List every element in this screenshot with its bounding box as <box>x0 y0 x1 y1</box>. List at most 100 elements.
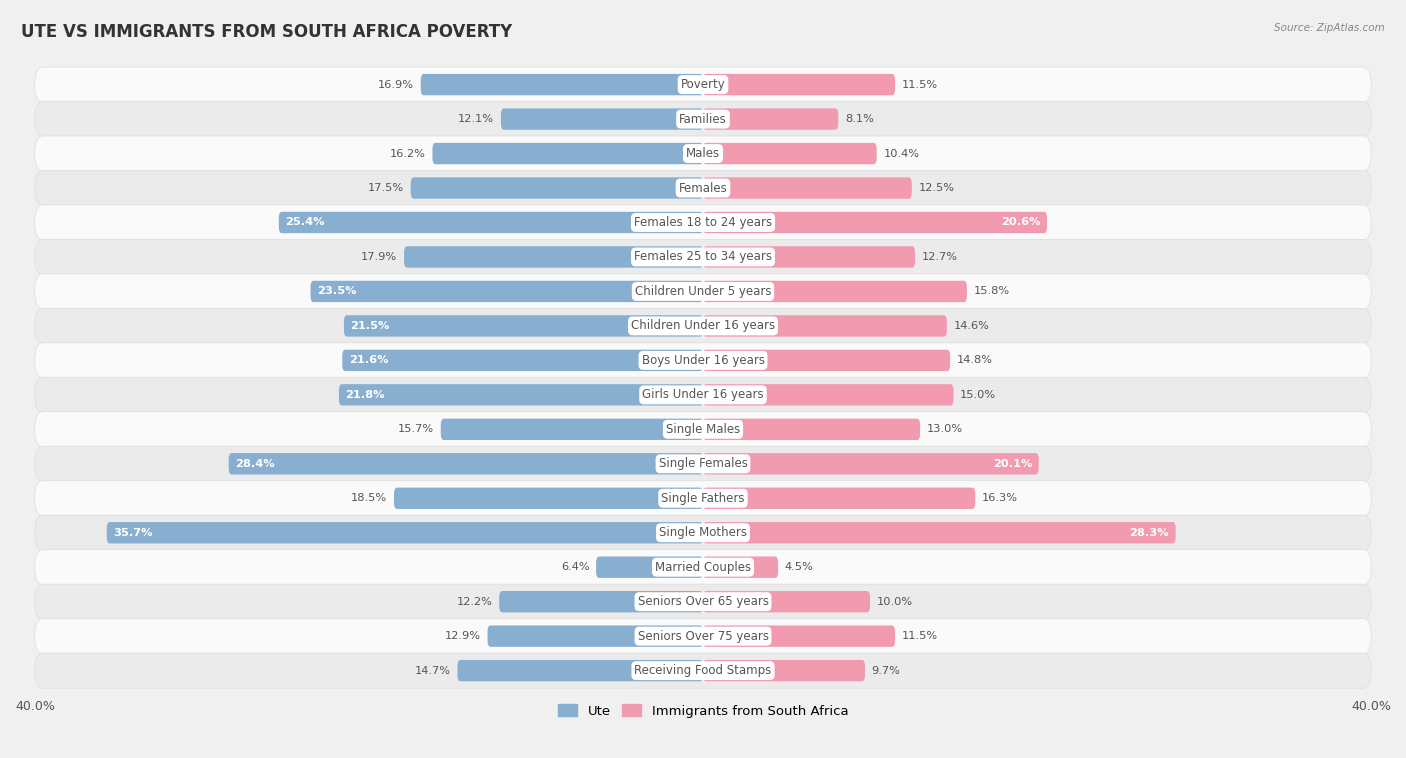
Text: Girls Under 16 years: Girls Under 16 years <box>643 388 763 401</box>
FancyBboxPatch shape <box>499 591 703 612</box>
FancyBboxPatch shape <box>596 556 703 578</box>
Text: 14.7%: 14.7% <box>415 666 451 675</box>
Text: 25.4%: 25.4% <box>285 218 325 227</box>
Text: 15.8%: 15.8% <box>973 287 1010 296</box>
FancyBboxPatch shape <box>703 384 953 406</box>
FancyBboxPatch shape <box>35 619 1371 653</box>
FancyBboxPatch shape <box>433 143 703 164</box>
Text: Children Under 16 years: Children Under 16 years <box>631 319 775 333</box>
FancyBboxPatch shape <box>441 418 703 440</box>
Text: Single Males: Single Males <box>666 423 740 436</box>
Text: 12.1%: 12.1% <box>458 114 495 124</box>
FancyBboxPatch shape <box>35 377 1371 412</box>
FancyBboxPatch shape <box>35 274 1371 309</box>
Text: Poverty: Poverty <box>681 78 725 91</box>
FancyBboxPatch shape <box>35 446 1371 481</box>
FancyBboxPatch shape <box>35 102 1371 136</box>
Text: Single Females: Single Females <box>658 457 748 470</box>
FancyBboxPatch shape <box>703 591 870 612</box>
Text: Females: Females <box>679 181 727 195</box>
FancyBboxPatch shape <box>35 550 1371 584</box>
FancyBboxPatch shape <box>703 487 976 509</box>
Text: 16.9%: 16.9% <box>378 80 413 89</box>
Text: 10.4%: 10.4% <box>883 149 920 158</box>
FancyBboxPatch shape <box>339 384 703 406</box>
FancyBboxPatch shape <box>35 136 1371 171</box>
FancyBboxPatch shape <box>703 349 950 371</box>
Text: Married Couples: Married Couples <box>655 561 751 574</box>
Text: 17.9%: 17.9% <box>361 252 398 262</box>
FancyBboxPatch shape <box>703 522 1175 543</box>
Text: 8.1%: 8.1% <box>845 114 875 124</box>
Text: 21.6%: 21.6% <box>349 356 388 365</box>
Text: Children Under 5 years: Children Under 5 years <box>634 285 772 298</box>
FancyBboxPatch shape <box>35 653 1371 688</box>
FancyBboxPatch shape <box>35 240 1371 274</box>
Text: Single Fathers: Single Fathers <box>661 492 745 505</box>
Text: Males: Males <box>686 147 720 160</box>
Text: Seniors Over 75 years: Seniors Over 75 years <box>637 630 769 643</box>
Text: 9.7%: 9.7% <box>872 666 901 675</box>
Text: 12.7%: 12.7% <box>922 252 957 262</box>
FancyBboxPatch shape <box>107 522 703 543</box>
FancyBboxPatch shape <box>703 418 920 440</box>
Text: Boys Under 16 years: Boys Under 16 years <box>641 354 765 367</box>
Text: 20.1%: 20.1% <box>993 459 1032 468</box>
FancyBboxPatch shape <box>35 171 1371 205</box>
Text: Females 25 to 34 years: Females 25 to 34 years <box>634 250 772 264</box>
Text: 35.7%: 35.7% <box>114 528 153 537</box>
FancyBboxPatch shape <box>344 315 703 337</box>
FancyBboxPatch shape <box>394 487 703 509</box>
Text: 28.3%: 28.3% <box>1129 528 1168 537</box>
FancyBboxPatch shape <box>501 108 703 130</box>
FancyBboxPatch shape <box>35 412 1371 447</box>
FancyBboxPatch shape <box>342 349 703 371</box>
FancyBboxPatch shape <box>703 625 896 647</box>
Text: Receiving Food Stamps: Receiving Food Stamps <box>634 664 772 677</box>
Text: 12.9%: 12.9% <box>444 631 481 641</box>
Text: 18.5%: 18.5% <box>352 493 387 503</box>
FancyBboxPatch shape <box>35 343 1371 378</box>
Text: Single Mothers: Single Mothers <box>659 526 747 539</box>
FancyBboxPatch shape <box>488 625 703 647</box>
FancyBboxPatch shape <box>703 453 1039 475</box>
FancyBboxPatch shape <box>35 67 1371 102</box>
FancyBboxPatch shape <box>703 74 896 96</box>
Text: 10.0%: 10.0% <box>877 597 912 606</box>
Text: 16.2%: 16.2% <box>389 149 426 158</box>
FancyBboxPatch shape <box>457 660 703 681</box>
FancyBboxPatch shape <box>229 453 703 475</box>
FancyBboxPatch shape <box>703 108 838 130</box>
Text: 21.8%: 21.8% <box>346 390 385 400</box>
FancyBboxPatch shape <box>703 211 1047 233</box>
Text: Families: Families <box>679 113 727 126</box>
Text: Source: ZipAtlas.com: Source: ZipAtlas.com <box>1274 23 1385 33</box>
Text: Seniors Over 65 years: Seniors Over 65 years <box>637 595 769 608</box>
Text: 4.5%: 4.5% <box>785 562 814 572</box>
FancyBboxPatch shape <box>703 177 911 199</box>
Text: 21.5%: 21.5% <box>350 321 389 331</box>
Text: UTE VS IMMIGRANTS FROM SOUTH AFRICA POVERTY: UTE VS IMMIGRANTS FROM SOUTH AFRICA POVE… <box>21 23 512 41</box>
FancyBboxPatch shape <box>404 246 703 268</box>
FancyBboxPatch shape <box>703 660 865 681</box>
FancyBboxPatch shape <box>35 584 1371 619</box>
Text: 11.5%: 11.5% <box>901 80 938 89</box>
FancyBboxPatch shape <box>35 309 1371 343</box>
Text: 14.6%: 14.6% <box>953 321 990 331</box>
Text: 12.5%: 12.5% <box>918 183 955 193</box>
Text: 12.2%: 12.2% <box>457 597 492 606</box>
FancyBboxPatch shape <box>703 556 778 578</box>
Text: Females 18 to 24 years: Females 18 to 24 years <box>634 216 772 229</box>
Text: 14.8%: 14.8% <box>957 356 993 365</box>
FancyBboxPatch shape <box>420 74 703 96</box>
FancyBboxPatch shape <box>311 280 703 302</box>
Text: 15.7%: 15.7% <box>398 424 434 434</box>
Text: 23.5%: 23.5% <box>318 287 357 296</box>
Text: 16.3%: 16.3% <box>981 493 1018 503</box>
FancyBboxPatch shape <box>703 143 877 164</box>
FancyBboxPatch shape <box>703 280 967 302</box>
FancyBboxPatch shape <box>35 205 1371 240</box>
FancyBboxPatch shape <box>411 177 703 199</box>
FancyBboxPatch shape <box>278 211 703 233</box>
Text: 13.0%: 13.0% <box>927 424 963 434</box>
